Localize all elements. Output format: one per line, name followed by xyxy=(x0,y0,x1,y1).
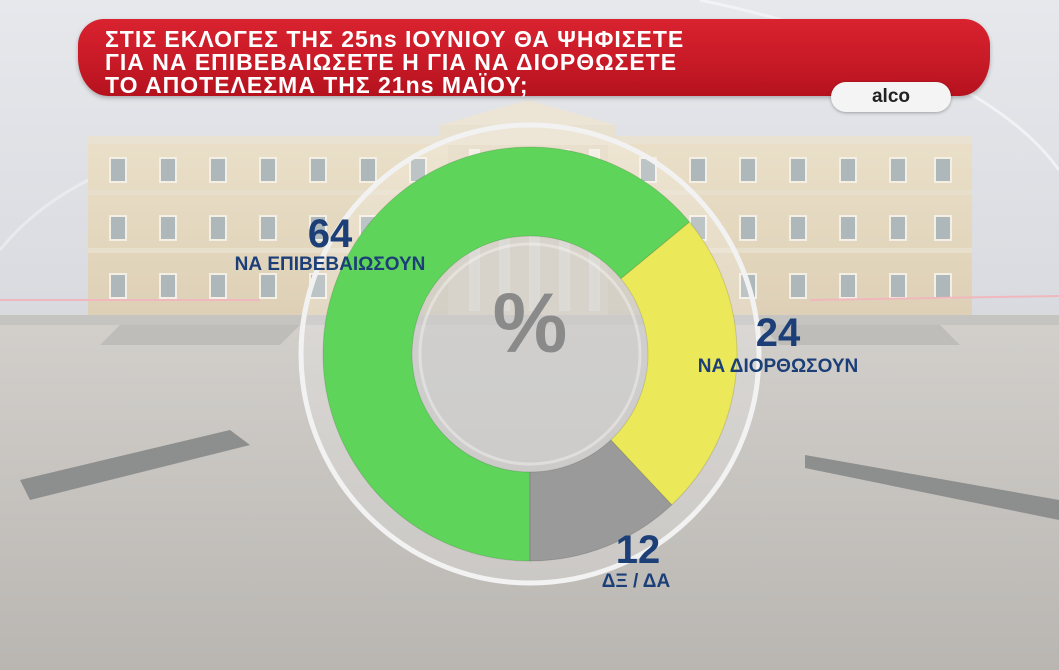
slice-correct xyxy=(610,221,738,506)
title-line-3: ΤΟ ΑΠΟΤΕΛΕΣΜΑ ΤΗΣ 21ns ΜΑΪΟΥ; xyxy=(105,72,529,98)
donut-center xyxy=(412,236,648,472)
label-confirm: ΝΑ ΕΠΙΒΕΒΑΙΩΣΟΥΝ xyxy=(235,254,426,275)
value-correct: 24 xyxy=(756,311,801,355)
title-line-2: ΓΙΑ ΝΑ ΕΠΙΒΕΒΑΙΩΣΕΤΕ Η ΓΙΑ ΝΑ ΔΙΟΡΘΩΣΕΤΕ xyxy=(105,49,678,75)
source-badge: alco xyxy=(831,82,951,112)
label-correct: ΝΑ ΔΙΟΡΘΩΣΟΥΝ xyxy=(698,356,858,377)
percent-symbol: % xyxy=(493,276,568,370)
value-dont-know: 12 xyxy=(616,528,661,572)
label-dont-know: ΔΞ / ΔΑ xyxy=(602,571,671,592)
value-confirm: 64 xyxy=(308,212,353,256)
donut-center-ring xyxy=(418,242,642,466)
slice-dont-know xyxy=(529,439,673,562)
title-line-1: ΣΤΙΣ ΕΚΛΟΓΕΣ ΤΗΣ 25ns ΙΟΥΝΙΟΥ ΘΑ ΨΗΦΙΣΕΤ… xyxy=(105,26,685,52)
source-label: alco xyxy=(871,86,911,107)
slice-confirm xyxy=(322,146,691,562)
